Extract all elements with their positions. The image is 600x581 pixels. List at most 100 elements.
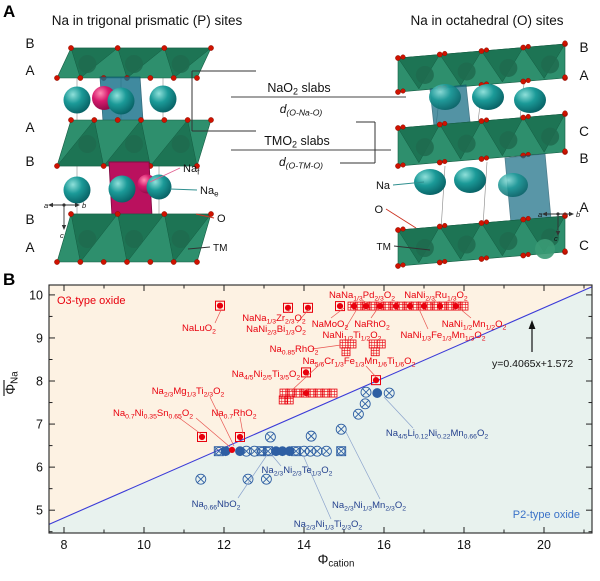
p2-point (256, 446, 267, 457)
hatch (329, 389, 337, 398)
leader (418, 308, 429, 330)
tm-atom (535, 239, 555, 259)
oxygen-atom (400, 162, 406, 168)
y-tick-label: 7 (36, 418, 43, 432)
hatch (371, 347, 380, 356)
tm-atom (415, 138, 434, 157)
na-e-atom (107, 87, 135, 115)
compound-label: Na0.7RhO2 (211, 408, 256, 421)
p2-region-label: P2-type oxide (513, 509, 580, 521)
stacking-letter: B (25, 36, 34, 51)
leader (361, 299, 372, 306)
o3-point (392, 302, 400, 310)
oxygen-atom (54, 163, 60, 169)
hatch (287, 389, 295, 398)
panel-a-left-title: Na in trigonal prismatic (P) sites (51, 13, 243, 28)
p2-point (242, 447, 251, 456)
oxygen-atom (54, 259, 60, 265)
tmo2-slabs-label: TMO2 slabs (264, 134, 329, 150)
oxygen-atom (138, 117, 144, 123)
hatch (348, 339, 356, 348)
leader (237, 454, 268, 499)
leader (385, 208, 417, 229)
o3-point (302, 389, 310, 397)
oxygen-atom (114, 211, 121, 217)
d-o-na-o-label: d(O-Na-O) (280, 102, 323, 118)
oxygen-atom (436, 121, 443, 128)
oxygen-atom (400, 226, 406, 232)
p2-point (336, 446, 347, 457)
oxygen-atom (442, 222, 448, 228)
o3-hatch-point (314, 388, 324, 398)
o3-hatch-point (278, 395, 288, 405)
cell-edge (482, 161, 488, 227)
oxygen-atom (395, 55, 401, 61)
leader (195, 417, 231, 448)
p2-point (266, 433, 275, 441)
axis-a: a (44, 201, 48, 210)
tm-atom (457, 134, 476, 153)
y-tick-label: 10 (29, 288, 43, 302)
oxygen-atom (124, 259, 130, 265)
o3-point (371, 375, 381, 386)
hatch (411, 302, 419, 311)
p2-point (337, 425, 346, 434)
oxygen-atom (562, 248, 568, 254)
oxygen-atom (395, 89, 401, 95)
tm-atom (541, 55, 560, 74)
hatch (369, 302, 377, 311)
na-atom (514, 87, 546, 113)
o3-point (215, 300, 225, 311)
p2-point (304, 445, 316, 457)
oxygen-atom (77, 75, 84, 81)
leader (383, 396, 414, 429)
na-atom (454, 167, 486, 193)
o3-point (372, 377, 380, 384)
oxygen-atom (91, 117, 98, 123)
oxygen-atom (194, 163, 200, 169)
y-tick-label: 5 (36, 504, 43, 518)
oxygen-atom (208, 45, 214, 51)
oxygen-atom (395, 263, 401, 269)
hatch (279, 395, 288, 404)
oxygen-atom (208, 211, 214, 217)
tm-atom (457, 235, 476, 254)
o3-hatch-point (375, 301, 385, 311)
o3-point (452, 302, 460, 310)
arrowhead (528, 320, 536, 329)
o3-hatch-point (279, 388, 289, 398)
y-tick-label: 9 (36, 331, 43, 345)
slab-bracket (340, 121, 376, 164)
p2-point (362, 388, 370, 397)
o3-point (304, 304, 312, 311)
o3-point (436, 302, 444, 310)
nao2-slabs-label: NaO2 slabs (267, 81, 330, 97)
o3-point (235, 431, 245, 442)
oxygen-atom (520, 44, 527, 51)
oxygen-atom (525, 44, 531, 50)
hatch (280, 389, 288, 398)
hatch (369, 339, 378, 348)
p2-point (335, 423, 347, 435)
leader (458, 307, 472, 319)
o3-point (303, 302, 313, 313)
oxygen-atom (194, 259, 200, 265)
o3-hatch-point (286, 388, 296, 398)
tm-atom (125, 135, 143, 153)
oxygen-atom (100, 163, 107, 169)
oxygen-atom (68, 211, 74, 217)
y-axis-label: ΦNa (3, 371, 21, 396)
oxygen-atom (484, 117, 490, 123)
arrowhead (542, 211, 547, 217)
o3-hatch-point (293, 388, 303, 398)
o3-point (335, 301, 345, 312)
o3-point (362, 302, 370, 310)
leader (169, 188, 198, 191)
compound-label: Na4/5Li0.12Ni0.22Mn0.66O2 (386, 428, 489, 441)
x-tick-label: 18 (457, 538, 471, 552)
na-f-label: Naf (183, 163, 200, 177)
panel-a-right-title: Na in octahedral (O) sites (410, 13, 564, 28)
tmo2-slab (56, 119, 212, 167)
oxygen-atom (484, 219, 490, 225)
